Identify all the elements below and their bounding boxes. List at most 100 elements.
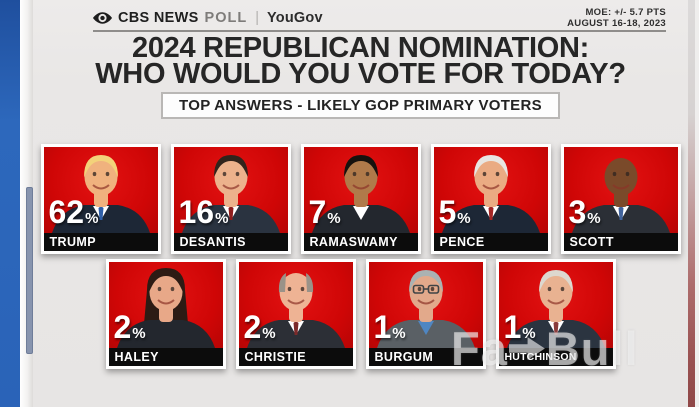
cards-row-1: 62% TRUMP 16% DESANTIS (33, 144, 688, 254)
candidate-card: 1% BURGUM (365, 259, 486, 369)
yougov-label: YouGov (267, 10, 323, 26)
candidate-pct: 7 (308, 194, 327, 230)
avatar-face (344, 158, 377, 196)
candidate-card: 5% PENCE (430, 144, 551, 254)
avatar-tie (488, 206, 493, 220)
candidate-photo (376, 270, 475, 348)
avatar-tie (293, 321, 298, 335)
candidate-card: 7% RAMASWAMY (300, 144, 421, 254)
candidate-name: DESANTIS (173, 233, 288, 251)
pct-sign: % (587, 210, 601, 227)
avatar-smile (286, 299, 305, 305)
page-title: 2024 REPUBLICAN NOMINATION: WHO WOULD YO… (33, 32, 688, 90)
avatar-face (474, 158, 507, 196)
candidate-name: BURGUM (368, 348, 483, 366)
avatar-eyes (417, 286, 434, 292)
avatar-hair-cap (343, 155, 378, 177)
scrollbar-thumb[interactable] (26, 187, 33, 354)
candidate-pct: 1 (503, 309, 522, 345)
avatar-hair-cap (148, 270, 183, 292)
avatar-face (539, 273, 572, 311)
candidate-photo (51, 155, 150, 233)
candidate-card: 2% HALEY (105, 259, 226, 369)
candidate-photo (441, 155, 540, 233)
candidate-card: 2% CHRISTIE (235, 259, 356, 369)
title-line-2: WHO WOULD YOU VOTE FOR TODAY? (95, 58, 626, 90)
pct-sign: % (457, 210, 471, 227)
candidate-name: HALEY (108, 348, 223, 366)
candidate-name: SCOTT (563, 233, 678, 251)
avatar-suit (116, 320, 215, 348)
subtitle-banner: TOP ANSWERS - LIKELY GOP PRIMARY VOTERS (161, 92, 560, 119)
poll-graphic-stage: CBS NEWS POLL | YouGov MOE: +/- 5.7 PTS … (33, 0, 688, 407)
avatar-hair-cap (213, 155, 248, 177)
avatar-face (84, 158, 117, 196)
poll-label: POLL (204, 10, 248, 26)
candidate-name: PENCE (433, 233, 548, 251)
candidate-pct: 62 (48, 194, 85, 230)
avatar-smile (611, 184, 630, 190)
candidate-name: CHRISTIE (238, 348, 353, 366)
avatar-glasses (412, 284, 439, 294)
avatar-smile (481, 184, 500, 190)
subtitle-wrap: TOP ANSWERS - LIKELY GOP PRIMARY VOTERS (33, 92, 688, 119)
avatar-face (149, 273, 182, 311)
avatar-eyes (547, 286, 564, 292)
candidate-photo (311, 155, 410, 233)
candidate-photo (181, 155, 280, 233)
avatar-eyes (352, 171, 369, 177)
candidate-pct: 2 (113, 309, 132, 345)
candidate-pct-wrap: 1% (504, 311, 536, 347)
right-edge-highlight (695, 0, 699, 407)
avatar-eyes (482, 171, 499, 177)
candidate-pct-wrap: 62% (49, 196, 99, 232)
avatar-eyes (92, 171, 109, 177)
candidate-pct-wrap: 16% (179, 196, 229, 232)
title-line-1: 2024 REPUBLICAN NOMINATION: (131, 32, 590, 64)
avatar-tie (228, 206, 233, 220)
candidate-card: 62% TRUMP (40, 144, 161, 254)
candidate-pct-wrap: 1% (374, 311, 406, 347)
candidate-pct: 3 (568, 194, 587, 230)
moe-line1: MOE: +/- 5.7 PTS (585, 6, 666, 18)
avatar-face (279, 273, 312, 311)
avatar-hair-cap (538, 270, 573, 292)
header-divider (93, 30, 666, 32)
candidate-pct: 1 (373, 309, 392, 345)
candidate-pct-wrap: 2% (114, 311, 146, 347)
pct-sign: % (522, 325, 536, 342)
pct-sign: % (215, 210, 229, 227)
avatar-smile (221, 184, 240, 190)
pct-sign: % (132, 325, 146, 342)
avatar-tie (98, 206, 103, 220)
candidate-pct-wrap: 5% (439, 196, 471, 232)
candidate-photo (116, 268, 215, 348)
right-edge-strip (688, 0, 695, 407)
cards-row-2: 2% HALEY 2% CHRISTIE (33, 259, 688, 369)
avatar-smile (416, 299, 435, 305)
candidate-card: 16% DESANTIS (170, 144, 291, 254)
candidate-pct-wrap: 3% (569, 196, 601, 232)
pct-sign: % (262, 325, 276, 342)
cbs-eye-icon (93, 12, 112, 24)
moe-line2: AUGUST 16-18, 2023 (567, 18, 666, 29)
left-blue-strip (0, 0, 20, 407)
avatar-face (409, 273, 442, 311)
avatar-eyes (222, 171, 239, 177)
avatar-hair-cap (408, 270, 443, 292)
candidate-photo (246, 273, 345, 348)
candidate-pct: 5 (438, 194, 457, 230)
avatar-shirt (417, 321, 434, 335)
candidate-pct-wrap: 7% (309, 196, 341, 232)
candidate-name: RAMASWAMY (303, 233, 418, 251)
avatar-smile (546, 299, 565, 305)
avatar-smile (156, 299, 175, 305)
avatar-eyes (612, 171, 629, 177)
candidate-name: TRUMP (43, 233, 158, 251)
avatar-eyes (287, 286, 304, 292)
pct-sign: % (327, 210, 341, 227)
cbs-news-label: CBS NEWS (118, 10, 199, 26)
candidate-photo (571, 158, 670, 233)
avatar-hair-sides (278, 273, 313, 292)
avatar-hair-cap (473, 155, 508, 177)
